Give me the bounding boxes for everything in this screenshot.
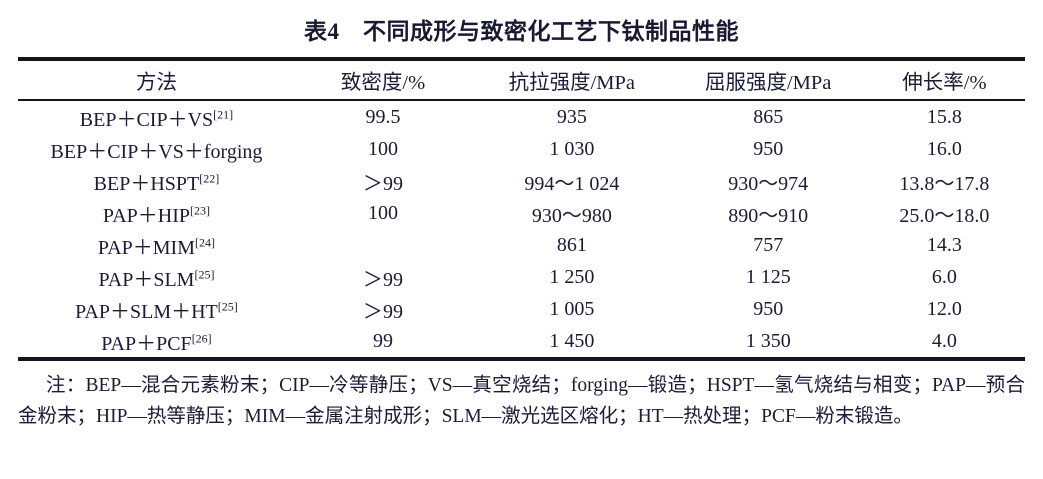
column-header-density: 致密度/%	[340, 72, 426, 94]
table-top-rule	[18, 57, 1025, 61]
table-row: BEP＋HSPT[22] ＞99 994～1 024 930～974 13.8～…	[18, 165, 1025, 197]
table-row: PAP＋SLM＋HT[25] ＞99 1 005 950 12.0	[18, 293, 1025, 325]
cell-method: BEP＋HSPT[22]	[18, 165, 295, 197]
cell-density: ＞99	[363, 268, 404, 291]
table-header: 方法 致密度/% 抗拉强度/MPa 屈服强度/MPa 伸长率/%	[18, 61, 1025, 99]
cell-density: ＞99	[363, 172, 404, 195]
method-label: BEP＋CIP＋VS＋forging	[50, 140, 263, 163]
cell-tensile: 861	[556, 233, 587, 256]
cell-yield: 930～974	[728, 172, 809, 195]
table-bottom-rule	[18, 357, 1025, 361]
cell-tensile: 1 030	[549, 137, 595, 160]
reference-superscript: [23]	[190, 202, 210, 217]
cell-elongation: 14.3	[926, 233, 962, 256]
cell-tensile: 1 005	[549, 297, 595, 320]
method-label: PAP＋PCF	[101, 332, 192, 355]
column-header-elongation: 伸长率/%	[902, 72, 987, 94]
cell-method: PAP＋SLM[25]	[18, 261, 295, 293]
column-header-method: 方法	[135, 72, 177, 94]
reference-superscript: [25]	[217, 298, 238, 313]
cell-yield: 757	[753, 233, 784, 256]
table-row: PAP＋SLM[25] ＞99 1 250 1 125 6.0	[18, 261, 1025, 293]
properties-table-body: BEP＋CIP＋VS[21] 99.5 935 865 15.8 BEP＋CIP…	[18, 101, 1025, 357]
table-body: BEP＋CIP＋VS[21] 99.5 935 865 15.8 BEP＋CIP…	[18, 101, 1025, 357]
cell-density	[295, 229, 471, 261]
reference-superscript: [26]	[191, 330, 212, 345]
table-row: PAP＋PCF[26] 99 1 450 1 350 4.0	[18, 325, 1025, 357]
table-row: PAP＋HIP[23] 100 930～980 890～910 25.0～18.…	[18, 197, 1025, 229]
cell-elongation: 6.0	[931, 265, 957, 288]
cell-tensile: 935	[556, 105, 587, 128]
cell-elongation: 4.0	[931, 329, 957, 352]
cell-method: BEP＋CIP＋VS＋forging	[18, 133, 295, 165]
cell-method: PAP＋SLM＋HT[25]	[18, 293, 295, 325]
cell-elongation: 12.0	[926, 297, 962, 320]
cell-elongation: 13.8～17.8	[899, 172, 990, 195]
column-header-tensile-strength: 抗拉强度/MPa	[508, 72, 636, 94]
table-header-rule	[18, 99, 1025, 101]
method-label: BEP＋CIP＋VS	[79, 108, 214, 131]
reference-superscript: [25]	[194, 266, 215, 281]
table-header-row: 方法 致密度/% 抗拉强度/MPa 屈服强度/MPa 伸长率/%	[18, 61, 1025, 99]
cell-yield: 865	[753, 105, 784, 128]
table-row: BEP＋CIP＋VS[21] 99.5 935 865 15.8	[18, 101, 1025, 133]
reference-superscript: [21]	[213, 106, 234, 121]
method-label: BEP＋HSPT	[93, 172, 200, 195]
cell-tensile: 994～1 024	[524, 172, 620, 195]
table-footnote: 注：BEP—混合元素粉末；CIP—冷等静压；VS—真空烧结；forging—锻造…	[18, 375, 1025, 427]
cell-elongation: 25.0～18.0	[899, 204, 990, 227]
cell-density: 99	[373, 329, 394, 352]
cell-density: ＞99	[363, 300, 404, 323]
reference-superscript: [22]	[199, 170, 220, 185]
cell-method: BEP＋CIP＋VS[21]	[18, 101, 295, 133]
cell-yield: 890～910	[728, 204, 809, 227]
cell-yield: 950	[753, 297, 784, 320]
cell-tensile: 1 250	[549, 265, 595, 288]
table-title: 表4 不同成形与致密化工艺下钛制品性能	[304, 19, 739, 44]
cell-density: 99.5	[365, 105, 401, 128]
method-label: PAP＋SLM＋HT	[75, 300, 218, 323]
table-row: BEP＋CIP＋VS＋forging 100 1 030 950 16.0	[18, 133, 1025, 165]
properties-table: 方法 致密度/% 抗拉强度/MPa 屈服强度/MPa 伸长率/%	[18, 61, 1025, 99]
reference-superscript: [24]	[195, 234, 215, 249]
cell-tensile: 930～980	[531, 204, 612, 227]
cell-method: PAP＋MIM[24]	[18, 229, 295, 261]
method-label: PAP＋HIP	[102, 204, 190, 227]
cell-method: PAP＋HIP[23]	[18, 197, 295, 229]
table-row: PAP＋MIM[24] 861 757 14.3	[18, 229, 1025, 261]
cell-method: PAP＋PCF[26]	[18, 325, 295, 357]
method-label: PAP＋MIM	[97, 236, 195, 259]
cell-yield: 950	[753, 137, 784, 160]
column-header-yield-strength: 屈服强度/MPa	[704, 72, 832, 94]
cell-yield: 1 125	[745, 265, 791, 288]
cell-density: 100	[368, 201, 399, 224]
cell-elongation: 15.8	[926, 105, 962, 128]
cell-density: 100	[368, 137, 399, 160]
cell-tensile: 1 450	[549, 329, 595, 352]
cell-yield: 1 350	[745, 329, 791, 352]
cell-elongation: 16.0	[926, 137, 962, 160]
method-label: PAP＋SLM	[98, 268, 195, 291]
